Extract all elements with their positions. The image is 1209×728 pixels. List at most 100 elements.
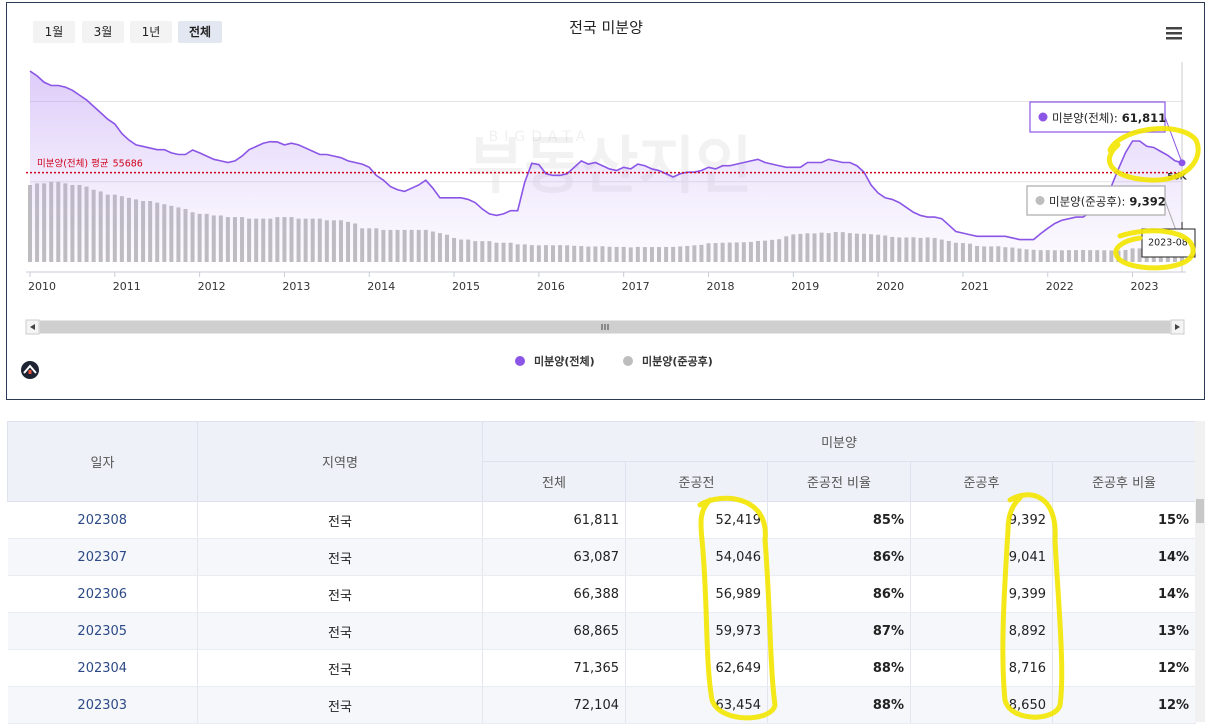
table-cell: 15%: [1052, 501, 1197, 539]
table-cell: 전국: [197, 501, 483, 539]
column-header: 준공전 비율: [767, 461, 911, 502]
tooltip-dot: [1038, 112, 1048, 122]
table-cell: 8,716: [910, 649, 1053, 687]
x-tick-label: 2019: [791, 280, 819, 293]
table-row: 202306 전국 66,388 56,989 86% 9,399 14%: [7, 575, 1197, 613]
table-cell: 202304: [7, 649, 198, 687]
y-tick-label: 50K: [1167, 172, 1188, 182]
table-cell: 12%: [1052, 686, 1197, 724]
tooltip-value: 61,811: [1122, 111, 1166, 125]
table-cell: 8,650: [910, 686, 1053, 724]
x-tick-label: 2015: [452, 280, 480, 293]
legend-label: 미분양(전체): [534, 354, 595, 368]
table-row: 202304 전국 71,365 62,649 88% 8,716 12%: [7, 649, 1197, 687]
group-header: 미분양: [481, 421, 1197, 462]
scroll-thumb[interactable]: [1196, 499, 1204, 523]
tooltip-text: 미분양(전체): 61,811: [1052, 111, 1166, 125]
tooltip: [1026, 185, 1166, 216]
column-header: 전체: [482, 461, 626, 502]
x-tick-label: 2023: [1131, 280, 1159, 293]
table-row: 202305 전국 68,865 59,973 87% 8,892 13%: [7, 612, 1197, 650]
table-cell: 88%: [767, 686, 911, 724]
table-cell: 85%: [767, 501, 911, 539]
table-cell: 202308: [7, 501, 198, 539]
column-header: 준공후 비율: [1051, 461, 1197, 502]
table-row: 202307 전국 63,087 54,046 86% 9,041 14%: [7, 538, 1197, 576]
table-cell: 68,865: [482, 612, 626, 650]
table-cell: 202303: [7, 686, 198, 724]
table-cell: 202305: [7, 612, 198, 650]
table-cell: 202307: [7, 538, 198, 576]
table-cell: 8,892: [910, 612, 1053, 650]
table-cell: 14%: [1052, 538, 1197, 576]
range-button[interactable]: 전체: [178, 21, 222, 43]
table-scrollbar[interactable]: [1195, 421, 1205, 722]
table-cell: 9,041: [910, 538, 1053, 576]
table-cell: 전국: [197, 686, 483, 724]
table-cell: 86%: [767, 538, 911, 576]
area: [30, 71, 1183, 262]
table-cell: 72,104: [482, 686, 626, 724]
range-button[interactable]: 1년: [130, 21, 172, 43]
watermark: BIGDATA: [489, 129, 592, 145]
table-cell: 56,989: [625, 575, 768, 613]
legend-marker: [515, 356, 525, 366]
table-cell: 63,087: [482, 538, 626, 576]
column-header: 준공전: [625, 461, 768, 502]
table-cell: 61,811: [482, 501, 626, 539]
tooltip-dot: [1035, 196, 1045, 205]
x-tick-label: 2013: [282, 280, 310, 293]
x-tick-label: 2011: [113, 280, 141, 293]
table-cell: 87%: [767, 612, 911, 650]
x-tick-label: 2010: [28, 280, 56, 293]
table-cell: 88%: [767, 649, 911, 687]
tooltip-value: 9,392: [1129, 194, 1165, 208]
x-hover-label: 2023-08: [1148, 238, 1188, 249]
table-cell: 86%: [767, 575, 911, 613]
range-button[interactable]: 1월: [33, 21, 75, 43]
table-cell: 202306: [7, 575, 198, 613]
data-table: 일자 지역명 미분양 전체 준공전 준공전 비율 준공후 준공후 비율 202308 전국 61,8…: [7, 421, 1197, 724]
table-row: 202303 전국 72,104 63,454 88% 8,650 12%: [7, 686, 1197, 724]
chart-panel: [6, 2, 1205, 400]
x-tick-label: 2021: [961, 280, 989, 293]
x-tick-label: 2018: [706, 280, 734, 293]
tooltip-label: 미분양(전체):: [1052, 111, 1118, 125]
x-tick-label: 2017: [622, 280, 650, 293]
table-cell: 52,419: [625, 501, 768, 539]
table-cell: 전국: [197, 649, 483, 687]
menu-icon[interactable]: [1166, 27, 1182, 40]
legend-label: 미분양(준공후): [642, 354, 713, 368]
range-button[interactable]: 3월: [82, 21, 124, 43]
tooltip-text: 미분양(준공후): 9,392: [1049, 194, 1166, 208]
x-tick-label: 2020: [876, 280, 904, 293]
table-cell: 71,365: [482, 649, 626, 687]
x-tick-label: 2016: [537, 280, 565, 293]
legend-marker: [623, 356, 633, 366]
table-cell: 54,046: [625, 538, 768, 576]
chart-title: 전국 미분양: [569, 19, 643, 37]
average-label-name: 미분양(전체) 평균: [37, 158, 109, 169]
column-header: 일자: [7, 421, 198, 502]
table-cell: 14%: [1052, 575, 1197, 613]
table-cell: 59,973: [625, 612, 768, 650]
tooltip-label: 미분양(준공후):: [1049, 194, 1125, 208]
table-cell: 전국: [197, 575, 483, 613]
table-cell: 13%: [1052, 612, 1197, 650]
column-header: 지역명: [197, 421, 483, 502]
average-label: 미분양(전체) 평균 55686: [37, 158, 143, 169]
x-tick-label: 2014: [367, 280, 395, 293]
chart: 전국 미분양 BIGDATA 부동산지인 2010 2011 2012 2013 201…: [21, 19, 1196, 379]
x-tick-label: 2022: [1046, 280, 1074, 293]
table-cell: 9,392: [910, 501, 1053, 539]
table-cell: 9,399: [910, 575, 1053, 613]
table-cell: 전국: [197, 612, 483, 650]
table-cell: 62,649: [625, 649, 768, 687]
table-cell: 12%: [1052, 649, 1197, 687]
column-header: 준공후: [910, 461, 1053, 502]
average-label-value: 55686: [113, 158, 143, 169]
x-tick-label: 2012: [198, 280, 226, 293]
line: [29, 70, 1183, 241]
table-row: 202308 전국 61,811 52,419 85% 9,392 15%: [7, 501, 1197, 539]
